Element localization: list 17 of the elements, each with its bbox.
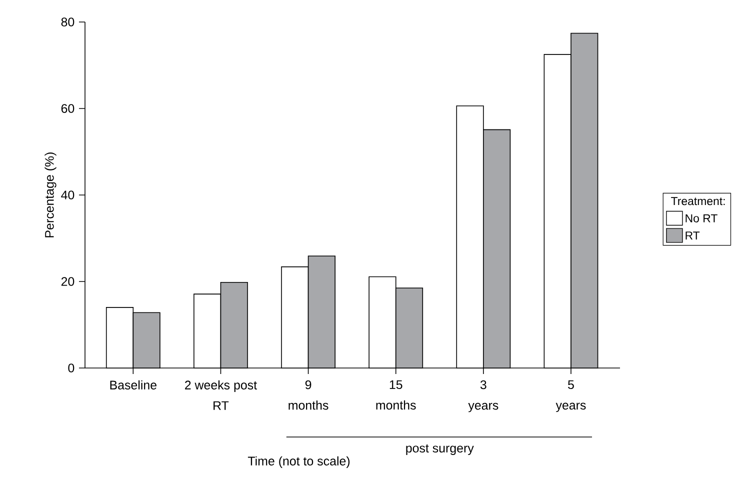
x-tick-label: 15 months	[376, 380, 416, 410]
x-tick-label: Baseline	[110, 380, 156, 390]
text: post surgery	[406, 444, 474, 455]
x-tick-label: 2 weeks post RT	[185, 380, 257, 410]
legend-label: RT	[686, 232, 700, 240]
legend-label: No RT	[686, 214, 718, 222]
y-tick-label: 0	[68, 364, 74, 372]
x-tick-label: 3 years	[468, 380, 498, 412]
y-tick-label: 80	[61, 18, 74, 26]
x-axis-title: Time (not to scale)	[248, 456, 350, 468]
y-axis-title: Percentage (%)	[44, 152, 56, 238]
y-tick-label: 60	[61, 104, 74, 113]
y-tick-label: 40	[61, 190, 74, 200]
x-tick-label: 5 years	[556, 380, 586, 412]
legend-title: Treatment:	[671, 197, 725, 206]
y-tick-label: 20	[61, 277, 74, 286]
x-tick-label: 9 months	[288, 380, 328, 410]
